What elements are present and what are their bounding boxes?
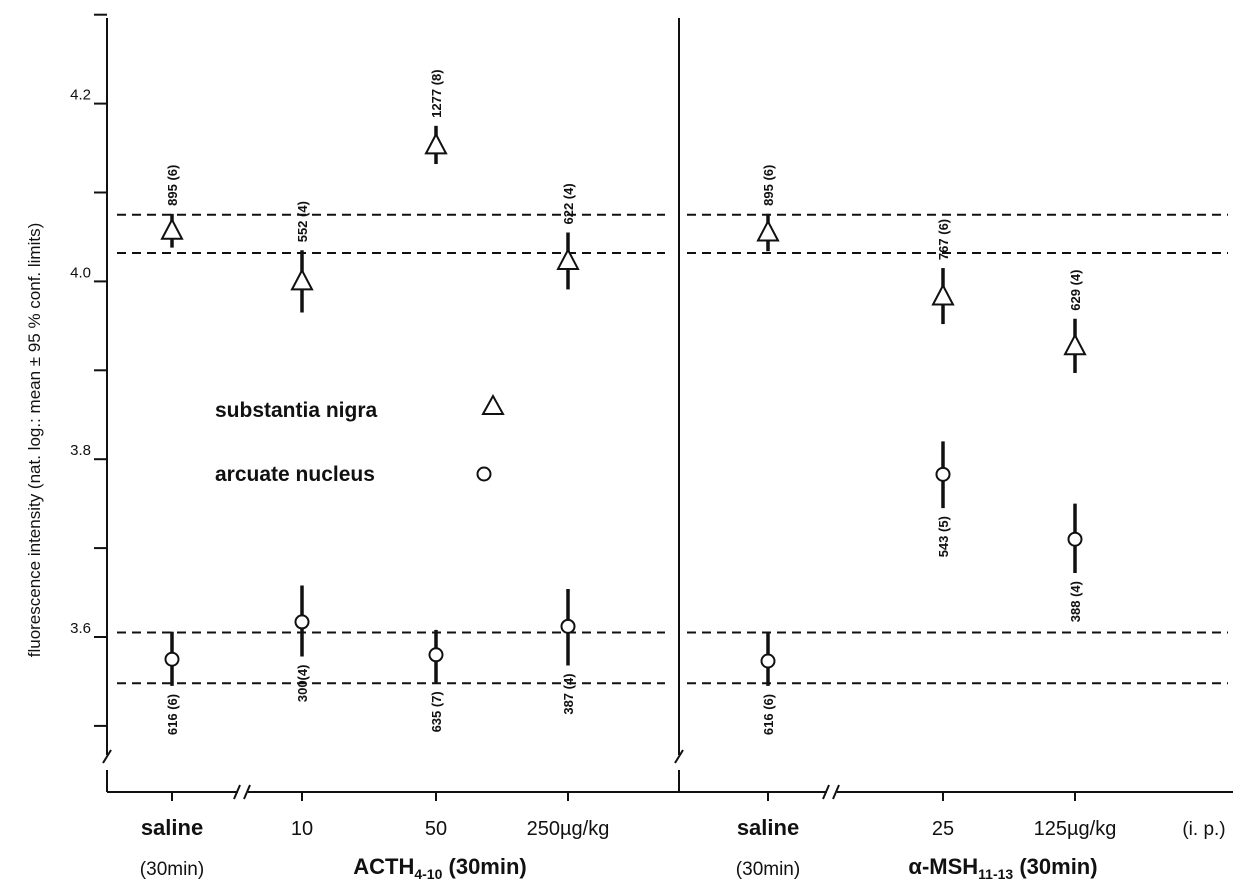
category-label-p1-0: saline bbox=[737, 815, 799, 840]
triangle-marker-p1-0 bbox=[758, 222, 778, 241]
y-tick-label-3: 4.2 bbox=[70, 87, 91, 104]
triangle-marker-p1-2 bbox=[1065, 335, 1085, 354]
circle-marker-p0-0 bbox=[166, 653, 179, 666]
data-label-p0-s1-2: 635 (7) bbox=[429, 691, 444, 732]
group-label-p0: ACTH4-10 (30min) bbox=[353, 854, 527, 882]
category-label-p0-2: 50 bbox=[425, 818, 447, 840]
triangle-marker-p1-1 bbox=[933, 286, 953, 305]
circle-marker-p1-0 bbox=[762, 655, 775, 668]
data-label-p0-s0-1: 552 (4) bbox=[295, 201, 310, 242]
category-sublabel-p1-0: (30min) bbox=[736, 859, 800, 880]
legend-label-arcuate-nucleus: arcuate nucleus bbox=[215, 463, 375, 486]
legend-circle-marker bbox=[478, 468, 491, 481]
y-tick-label-1: 3.8 bbox=[70, 442, 91, 459]
plot-area: 3.6 3.8 4.0 4.2 saline (30min) 10 50 250µg/kgACT… bbox=[70, 15, 1233, 882]
data-label-p0-s0-3: 622 (4) bbox=[561, 183, 576, 224]
category-label-p0-3: 250µg/kg bbox=[527, 818, 610, 840]
legend: substantia nigra arcuate nucleus bbox=[215, 396, 503, 486]
y-axis-label: fluorescence intensity (nat. log.: mean … bbox=[25, 223, 44, 658]
triangle-marker-p0-0 bbox=[162, 220, 182, 239]
circle-marker-p0-2 bbox=[430, 648, 443, 661]
category-sublabel-p0-0: (30min) bbox=[140, 859, 204, 880]
legend-triangle-marker bbox=[483, 396, 503, 414]
data-label-p1-s0-1: 767 (6) bbox=[936, 219, 951, 260]
data-label-p0-s0-0: 895 (6) bbox=[165, 165, 180, 206]
y-tick-label-2: 4.0 bbox=[70, 264, 91, 281]
data-label-p0-s1-3: 387 (4) bbox=[561, 673, 576, 714]
data-label-p0-s0-2: 1277 (8) bbox=[429, 69, 444, 117]
circle-marker-p0-1 bbox=[296, 615, 309, 628]
category-label-p0-0: saline bbox=[141, 815, 203, 840]
category-label-p1-1: 25 bbox=[932, 818, 954, 840]
category-label-p1-2: 125µg/kg bbox=[1034, 818, 1117, 840]
triangle-marker-p0-2 bbox=[426, 134, 446, 153]
data-label-p1-s1-1: 543 (5) bbox=[936, 516, 951, 557]
group-label-p1: α-MSH11-13 (30min) bbox=[908, 854, 1097, 882]
data-label-p0-s1-1: 300(4) bbox=[295, 665, 310, 703]
circle-marker-p1-2 bbox=[1069, 533, 1082, 546]
data-label-p1-s0-0: 895 (6) bbox=[761, 165, 776, 206]
circle-marker-p1-1 bbox=[937, 468, 950, 481]
legend-label-substantia-nigra: substantia nigra bbox=[215, 399, 378, 422]
category-label-p0-1: 10 bbox=[291, 818, 313, 840]
circle-marker-p0-3 bbox=[562, 620, 575, 633]
data-label-p0-s1-0: 616 (6) bbox=[165, 694, 180, 735]
triangle-marker-p0-1 bbox=[292, 270, 312, 289]
route-label: (i. p.) bbox=[1182, 819, 1225, 840]
data-label-p1-s1-0: 616 (6) bbox=[761, 694, 776, 735]
data-label-p1-s1-2: 388 (4) bbox=[1068, 581, 1083, 622]
y-tick-label-0: 3.6 bbox=[70, 620, 91, 637]
data-label-p1-s0-2: 629 (4) bbox=[1068, 270, 1083, 311]
